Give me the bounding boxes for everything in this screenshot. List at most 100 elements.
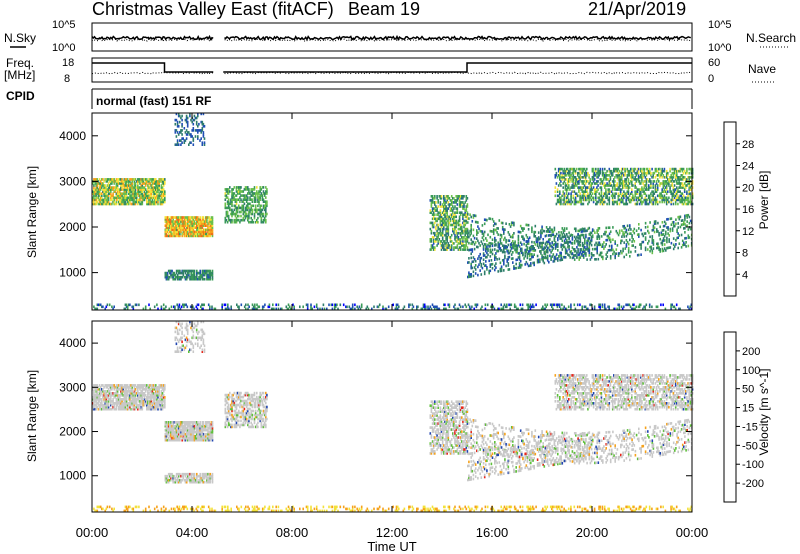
power-cell — [602, 202, 605, 206]
power-cell — [625, 200, 627, 204]
power-cell — [164, 230, 167, 234]
power-cell — [561, 194, 563, 198]
power-cell — [208, 234, 210, 238]
power-cell — [527, 237, 530, 241]
power-cell — [188, 228, 190, 232]
power-cell — [230, 200, 232, 203]
power-cell — [666, 236, 668, 240]
power-cell — [266, 212, 268, 216]
power-cell — [177, 305, 180, 309]
power-cell — [530, 245, 532, 249]
power-cell — [652, 241, 655, 244]
power-cell — [183, 305, 185, 309]
power-cell — [573, 198, 576, 202]
power-cell — [199, 224, 201, 227]
power-cell — [226, 192, 229, 195]
power-cell — [595, 196, 597, 200]
power-cell — [184, 131, 187, 134]
power-cell — [640, 174, 642, 177]
power-cell — [561, 227, 564, 230]
power-cell — [685, 180, 687, 183]
power-cell — [467, 235, 469, 239]
power-cell — [635, 192, 638, 195]
power-cell — [135, 194, 138, 198]
power-cell — [686, 171, 688, 175]
power-cell — [190, 269, 192, 273]
power-cell — [189, 141, 191, 144]
power-cell — [93, 184, 95, 187]
power-cell — [454, 219, 456, 223]
power-cell — [224, 206, 227, 210]
power-cell — [242, 218, 245, 222]
power-cell — [587, 186, 589, 189]
power-cell — [141, 188, 144, 191]
power-cell — [526, 256, 529, 260]
power-cell — [443, 199, 445, 202]
power-cell — [188, 143, 190, 146]
power-cell — [470, 230, 472, 233]
power-cell — [636, 188, 639, 191]
power-cell — [568, 240, 570, 244]
power-cell — [573, 202, 576, 206]
power-cell — [125, 194, 128, 198]
power-cell — [227, 307, 229, 311]
power-cell — [604, 182, 606, 185]
power-cell — [641, 186, 643, 189]
power-cell — [476, 220, 478, 224]
power-cell — [640, 176, 642, 179]
power-cell — [198, 224, 200, 227]
power-cell — [672, 186, 675, 189]
power-cell — [572, 167, 575, 171]
power-cell — [208, 269, 210, 273]
power-cell — [590, 186, 593, 189]
power-cell — [645, 186, 648, 189]
power-cell — [587, 239, 589, 242]
power-cell — [652, 202, 654, 206]
power-cell — [129, 303, 131, 307]
power-cell — [681, 200, 684, 204]
power-cell — [637, 176, 640, 179]
power-cell — [615, 248, 618, 251]
nave-label: Nave — [748, 62, 776, 76]
power-cell — [572, 182, 575, 185]
power-cell — [259, 190, 261, 193]
power-cell — [563, 194, 566, 198]
power-cell — [681, 202, 684, 206]
power-cell — [526, 236, 529, 239]
power-cell — [190, 118, 192, 122]
power-cell — [157, 190, 159, 193]
power-cell — [573, 258, 576, 261]
power-cell — [473, 258, 476, 261]
power-cell — [449, 240, 452, 243]
power-cell — [606, 196, 608, 200]
power-cell — [128, 198, 130, 202]
power-cell — [642, 167, 644, 171]
power-cell — [690, 176, 693, 179]
power-cell — [185, 129, 188, 132]
power-cell — [552, 230, 555, 234]
power-cell — [194, 222, 197, 225]
power-cell — [591, 196, 594, 200]
power-cell — [203, 277, 206, 281]
power-cell — [450, 248, 453, 251]
power-cell — [565, 307, 568, 311]
power-cell — [640, 167, 642, 171]
power-cell — [172, 230, 174, 234]
power-cell — [119, 198, 121, 202]
power-cell — [140, 192, 142, 195]
power-cell — [202, 222, 205, 225]
power-cell — [467, 261, 469, 264]
power-cell — [619, 198, 622, 202]
power-cell — [463, 221, 465, 225]
power-cell — [187, 271, 189, 275]
power-cell — [567, 305, 570, 309]
power-cell — [155, 190, 157, 193]
power-cell — [147, 200, 149, 204]
power-cell — [669, 188, 671, 191]
power-cell — [124, 188, 127, 191]
power-cell — [200, 129, 202, 132]
power-cell — [563, 176, 566, 179]
power-cell — [688, 184, 690, 187]
power-cell — [114, 180, 117, 183]
power-cell — [113, 178, 115, 181]
